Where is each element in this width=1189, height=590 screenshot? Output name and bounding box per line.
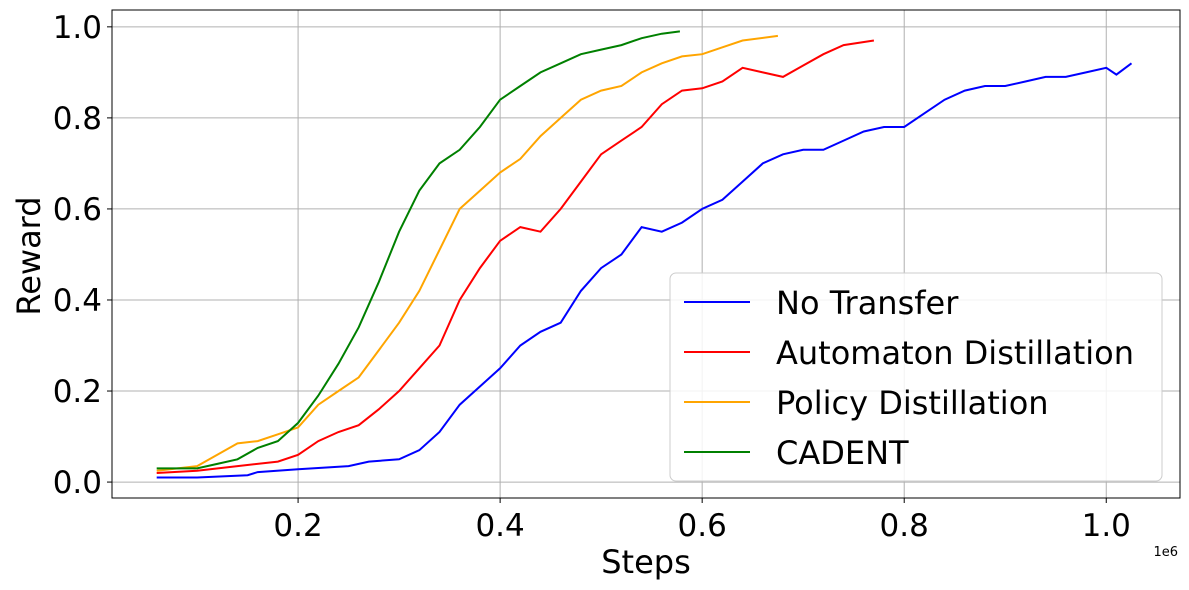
y-tick-label: 1.0 [53,10,102,46]
y-tick-label: 0.6 [53,192,102,228]
line-series [156,30,681,470]
x-tick-label: 0.6 [678,508,727,544]
x-tick-label: 0.8 [880,508,929,544]
y-tick-label: 0.0 [53,465,102,501]
line-series [156,39,875,474]
x-tick-label: 0.2 [273,508,322,544]
line-series [156,34,779,472]
line-series [156,62,1133,479]
legend-label: Automaton Distillation [776,334,1134,372]
y-tick-label: 0.4 [53,283,102,319]
y-tick-label: 0.2 [53,374,102,410]
x-axis-label: Steps [601,543,691,581]
legend-box [669,272,1163,482]
y-axis-label: Reward [10,196,48,315]
legend-label: Policy Distillation [776,384,1049,422]
x-tick-label: 1.0 [1082,508,1131,544]
x-offset-text: 1e6 [1153,545,1178,560]
x-tick-label: 0.4 [475,508,524,544]
y-tick-label: 0.8 [53,101,102,137]
legend-label: CADENT [776,434,909,472]
legend-label: No Transfer [776,284,959,322]
plot-frame [111,9,1181,499]
